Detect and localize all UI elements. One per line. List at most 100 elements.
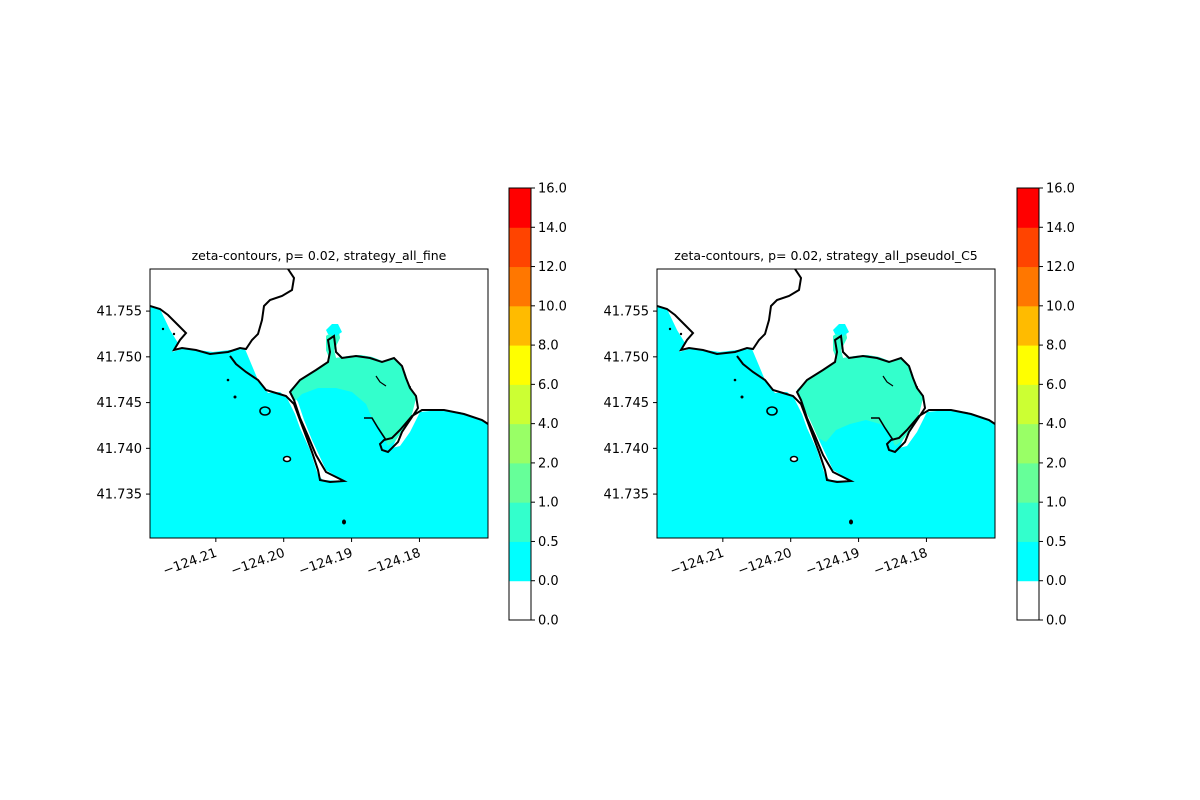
colorbar-segment — [1017, 580, 1039, 621]
colorbar-segment — [509, 227, 531, 268]
coastline — [736, 334, 995, 484]
x-tick-label: −124.21 — [668, 546, 726, 579]
colorbar-segment — [1017, 502, 1039, 542]
contour-fill-level-1 — [290, 328, 416, 446]
colorbar-tick-label: 1.0 — [1046, 496, 1067, 511]
map-panel-pseudoi: zeta-contours, p= 0.02, strategy_all_pse… — [604, 182, 1075, 629]
island-marker — [375, 375, 387, 387]
colorbar-segment — [1017, 541, 1039, 582]
colorbar-tick-label: 0.0 — [1046, 614, 1067, 629]
colorbar-tick-label: 10.0 — [538, 299, 567, 314]
colorbar: 0.0 0.0 0.5 1.0 2.0 4.0 6.0 8.0 10.0 12.0 14.0 16.0 — [508, 182, 567, 629]
island-marker — [733, 378, 737, 382]
island-marker — [282, 455, 292, 463]
y-axis: 41.735 41.740 41.745 41.750 41.755 — [604, 305, 657, 503]
island-marker — [226, 378, 230, 382]
chart-title: zeta-contours, p= 0.02, strategy_all_fin… — [192, 248, 447, 263]
colorbar-segment — [1017, 227, 1039, 268]
colorbar-segment — [509, 188, 531, 228]
plot-frame — [149, 268, 489, 539]
island-marker — [740, 395, 744, 399]
island-marker — [259, 406, 271, 416]
y-tick-label: 41.750 — [604, 350, 650, 365]
x-axis: −124.21 −124.20 −124.19 −124.18 — [161, 538, 423, 579]
colorbar-segment — [1017, 384, 1039, 425]
colorbar-segment — [1017, 345, 1039, 385]
x-tick-label: −124.21 — [161, 546, 219, 579]
colorbar-tick-label: 0.0 — [538, 614, 559, 629]
colorbar-segment — [1017, 305, 1039, 346]
north-patch — [833, 324, 849, 336]
y-axis: 41.735 41.740 41.745 41.750 41.755 — [97, 305, 150, 503]
island-marker — [172, 332, 176, 336]
y-tick-label: 41.750 — [97, 350, 143, 365]
colorbar-tick-label: 0.0 — [538, 574, 559, 589]
chart-title: zeta-contours, p= 0.02, strategy_all_pse… — [674, 248, 978, 263]
island-marker — [342, 519, 346, 525]
island-marker — [871, 417, 894, 441]
y-tick-label: 41.745 — [97, 396, 143, 411]
colorbar-segment — [509, 462, 531, 503]
y-tick-label: 41.740 — [97, 442, 143, 457]
map-panel-fine: zeta-contours, p= 0.02, strategy_all_fin… — [97, 182, 567, 629]
colorbar-tick-label: 0.0 — [1046, 574, 1067, 589]
island-marker — [882, 375, 894, 387]
colorbar-tick-label: 2.0 — [538, 456, 559, 471]
island-marker — [789, 455, 799, 463]
colorbar-segment — [1017, 188, 1039, 228]
colorbar-tick-label: 0.5 — [1046, 535, 1067, 550]
colorbar-segment — [509, 266, 531, 307]
coastline — [150, 269, 296, 356]
colorbar-tick-label: 4.0 — [1046, 417, 1067, 432]
colorbar-tick-label: 8.0 — [538, 339, 559, 354]
colorbar-tick-label: 12.0 — [1046, 260, 1075, 275]
x-tick-label: −124.20 — [229, 546, 287, 579]
colorbar-tick-label: 16.0 — [1046, 182, 1075, 197]
island-marker — [668, 327, 672, 331]
colorbar-tick-label: 6.0 — [538, 378, 559, 393]
x-tick-label: −124.20 — [736, 546, 794, 579]
colorbar-frame — [508, 187, 532, 621]
x-tick-label: −124.18 — [365, 546, 423, 579]
coastline — [229, 334, 488, 484]
colorbar-tick-label: 0.5 — [538, 535, 559, 550]
colorbar-segment — [509, 384, 531, 425]
colorbar-tick-label: 14.0 — [1046, 221, 1075, 236]
y-tick-label: 41.740 — [604, 442, 650, 457]
colorbar: 0.0 0.0 0.5 1.0 2.0 4.0 6.0 8.0 10.0 12.0 14.0 16.0 — [1016, 182, 1075, 629]
colorbar-tick-label: 8.0 — [1046, 339, 1067, 354]
colorbar-segment — [509, 541, 531, 582]
colorbar-tick-label: 10.0 — [1046, 299, 1075, 314]
colorbar-frame — [1016, 187, 1040, 621]
island-marker — [679, 332, 683, 336]
island-marker — [364, 417, 387, 441]
island-marker — [766, 406, 778, 416]
x-tick-label: −124.19 — [804, 546, 862, 579]
contour-field — [657, 269, 995, 538]
colorbar-segment — [509, 502, 531, 542]
colorbar-segment — [509, 580, 531, 621]
contour-fill-level-0 — [150, 306, 488, 538]
colorbar-segment — [1017, 423, 1039, 464]
colorbar-tick-label: 2.0 — [1046, 456, 1067, 471]
x-tick-label: −124.19 — [297, 546, 355, 579]
colorbar-segment — [509, 423, 531, 464]
north-patch — [326, 324, 342, 336]
contour-fill-level-1 — [797, 328, 923, 446]
colorbar-segment — [1017, 266, 1039, 307]
island-marker — [161, 327, 165, 331]
colorbar-tick-label: 6.0 — [1046, 378, 1067, 393]
island-marker — [233, 395, 237, 399]
y-tick-label: 41.755 — [97, 305, 143, 320]
coastline — [657, 269, 803, 356]
colorbar-tick-label: 12.0 — [538, 260, 567, 275]
y-tick-label: 41.735 — [604, 488, 650, 503]
x-axis: −124.21 −124.20 −124.19 −124.18 — [668, 538, 930, 579]
y-tick-label: 41.735 — [97, 488, 143, 503]
colorbar-tick-label: 4.0 — [538, 417, 559, 432]
contour-field — [150, 269, 488, 538]
colorbar-tick-label: 16.0 — [538, 182, 567, 197]
colorbar-segment — [509, 345, 531, 385]
island-marker — [849, 519, 853, 525]
